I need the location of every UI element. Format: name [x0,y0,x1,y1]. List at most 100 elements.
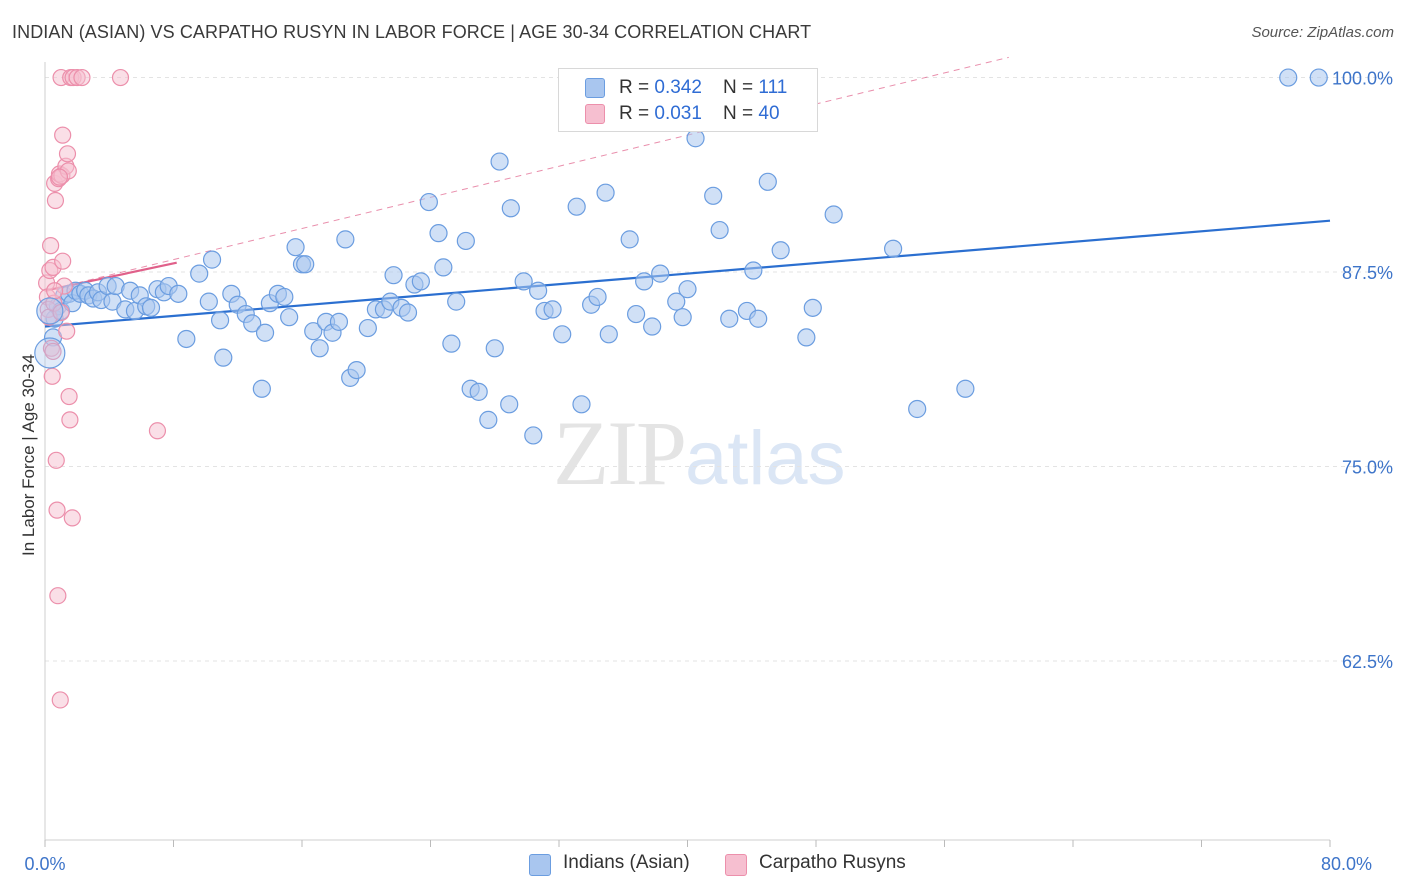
point-indians [286,238,305,257]
point-rusyns [61,411,79,429]
bottom-legend-label-pink: Carpatho Rusyns [759,852,906,873]
point-indians [797,328,816,347]
legend-swatch-blue [585,78,605,98]
point-indians [190,264,209,283]
point-indians [588,287,607,307]
point-indians [553,325,572,344]
point-indians [275,287,294,307]
point-indians [572,395,591,414]
point-indians [824,205,843,224]
point-indians [398,303,418,322]
point-indians [214,348,233,367]
point-indians [456,231,475,251]
point-indians [599,325,618,344]
point-indians [255,323,275,342]
y-tick-label: 62.5% [1342,652,1393,672]
point-rusyns [73,68,91,87]
point-indians [643,317,662,336]
blue-trend-line [44,219,1331,328]
legend-text-pink: R = 0.031 N = 40 [619,103,780,124]
point-indians [210,311,230,330]
point-indians [296,255,315,274]
point-indians [626,304,646,324]
point-rusyns [54,126,72,144]
point-rusyns [63,509,81,527]
point-indians [252,379,271,398]
legend-swatch-pink [585,104,605,124]
point-rusyns [58,145,77,163]
point-indians [720,309,739,328]
point-indians [485,339,504,358]
point-rusyns [42,237,60,255]
point-indians [744,261,763,280]
correlation-legend: R = 0.342 N = 111 R = 0.031 N = 40 [558,68,818,132]
point-indians [500,395,519,414]
point-indians [34,337,66,369]
axes [44,62,1331,847]
point-indians [883,239,903,258]
point-indians [620,230,639,249]
point-indians [280,308,299,327]
point-indians [442,334,461,353]
point-indians [758,172,777,191]
point-rusyns [49,587,67,605]
y-axis-label: In Labor Force | Age 30-34 [19,354,38,556]
point-indians [199,292,218,311]
bottom-legend-swatch-pink [725,854,747,876]
point-rusyns [50,168,69,186]
watermark-atlas: atlas [685,416,846,501]
point-rusyns [51,691,69,709]
point-indians [771,241,790,260]
point-indians [803,298,822,317]
point-rusyns [48,501,66,519]
point-indians [501,199,520,218]
point-indians [358,318,377,338]
point-rusyns [46,282,64,300]
x-tick-label-min: 0.0% [24,854,65,874]
point-indians [141,298,161,317]
pink-trend-extended [44,56,1009,292]
point-indians [1279,68,1298,87]
point-indians [524,426,543,445]
point-indians [710,220,729,240]
point-rusyns [60,387,78,406]
point-indians [411,272,430,291]
point-indians [347,360,366,380]
point-indians [490,152,509,171]
point-indians [479,410,498,429]
point-indians [429,224,448,243]
legend-text-blue: R = 0.342 N = 111 [619,77,788,98]
point-rusyns [43,367,61,385]
source-label: Source: ZipAtlas.com [1251,24,1394,41]
point-rusyns [47,451,65,469]
y-tick-label: 87.5% [1342,263,1393,283]
point-indians [447,292,466,311]
point-indians [469,382,488,401]
chart-title: INDIAN (ASIAN) VS CARPATHO RUSYN IN LABO… [12,22,812,42]
point-indians [956,379,975,398]
point-indians [329,312,349,331]
point-indians [686,129,705,148]
y-tick-label: 100.0% [1332,69,1393,89]
point-indians [749,309,768,328]
point-indians [36,297,64,325]
point-rusyns [111,68,130,87]
watermark: ZIPatlas [553,400,846,506]
point-indians [543,300,562,319]
point-indians [635,272,654,291]
point-indians [667,292,686,311]
point-rusyns [44,342,62,361]
point-indians [596,183,615,202]
x-tick-label-max: 80.0% [1321,854,1372,874]
point-indians [673,308,692,327]
point-indians [678,280,697,299]
point-indians [704,186,723,205]
point-rusyns [46,191,65,210]
point-indians [567,197,586,216]
point-indians [336,230,355,249]
data-points [34,68,1328,709]
point-rusyns [58,322,76,340]
point-indians [304,322,323,341]
point-rusyns [148,422,167,440]
